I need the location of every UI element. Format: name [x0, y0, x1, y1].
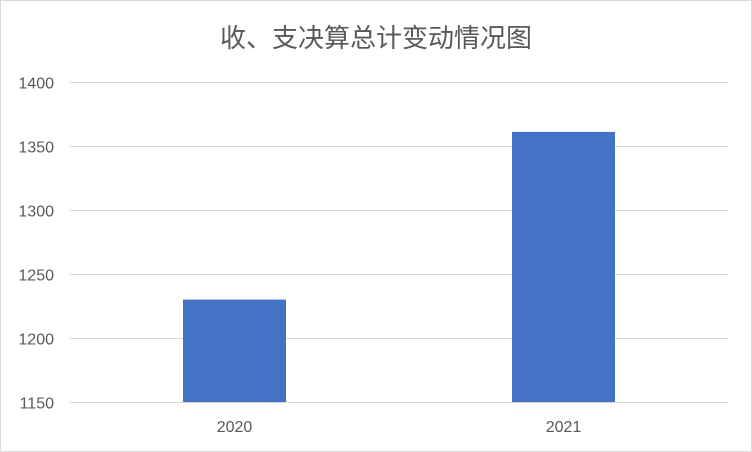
bar-2020	[183, 299, 286, 402]
y-tick-label: 1300	[18, 204, 54, 221]
y-tick-label: 1250	[18, 268, 54, 285]
x-tick-label: 2020	[217, 419, 253, 436]
y-tick-label: 1200	[18, 332, 54, 349]
y-tick-label: 1400	[18, 76, 54, 93]
y-tick-label: 1350	[18, 140, 54, 157]
y-tick-label: 1150	[20, 396, 55, 413]
chart-title: 收、支决算总计变动情况图	[219, 24, 532, 54]
bar-2021	[512, 131, 615, 403]
x-tick-label: 2021	[546, 419, 582, 436]
